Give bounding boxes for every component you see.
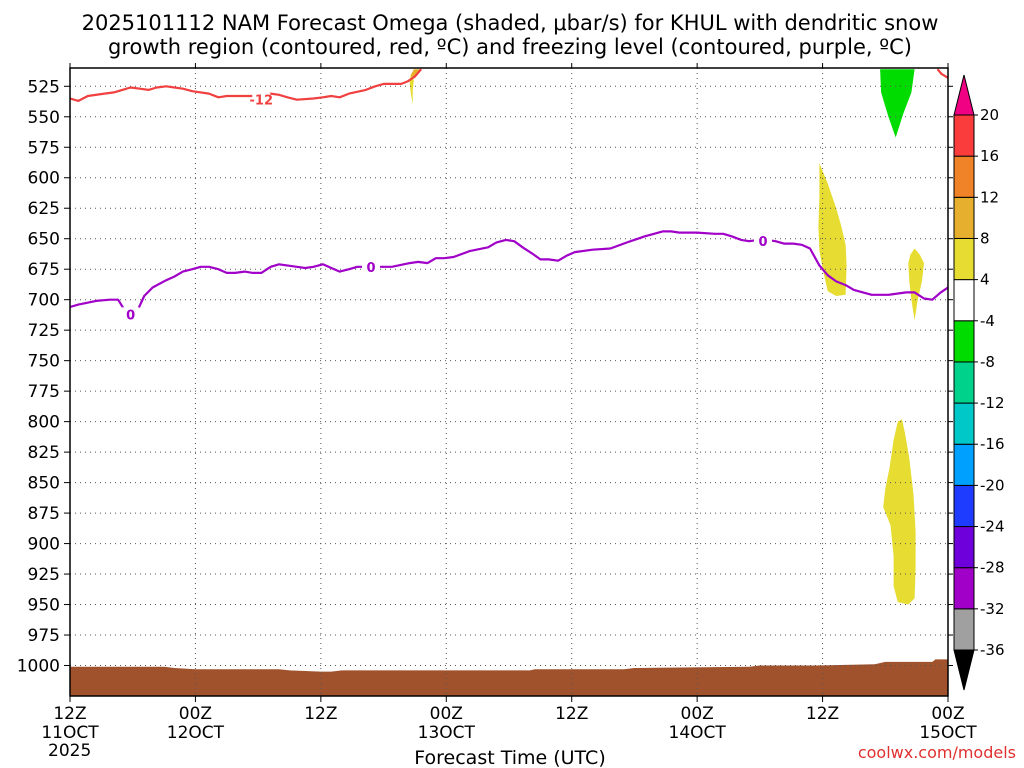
x-tick-label-year: 2025 — [48, 741, 91, 761]
colorbar-label: -36 — [980, 641, 1005, 659]
colorbar-box — [953, 196, 975, 239]
contour-label: 0 — [367, 261, 376, 276]
contour-label-bg — [362, 259, 381, 274]
colorbar-box — [953, 279, 975, 322]
colorbar-box — [953, 526, 975, 569]
colorbar-box — [953, 320, 975, 363]
colorbar-label: 16 — [980, 147, 999, 165]
credit-text[interactable]: coolwx.com/models — [858, 743, 1016, 762]
colorbar-label: 4 — [980, 271, 990, 289]
colorbar-label: 12 — [980, 188, 999, 206]
omega-shaded-region-2 — [908, 248, 924, 321]
colorbar-label: -12 — [980, 394, 1005, 412]
x-tick-label-time: 00Z — [430, 704, 463, 724]
colorbar-box — [953, 114, 975, 157]
x-axis-label: Forecast Time (UTC) — [414, 747, 605, 768]
colorbar-label: -24 — [980, 518, 1005, 536]
contour-label-bg — [252, 92, 271, 107]
colorbar-label: -20 — [980, 476, 1005, 494]
colorbar-label: -8 — [980, 353, 995, 371]
omega-shaded-region-6 — [880, 69, 915, 138]
x-tick-label-date: 14OCT — [669, 723, 727, 743]
contour-label: -12 — [250, 94, 274, 109]
contour-label-bg — [753, 234, 772, 249]
x-tick-label-time: 12Z — [806, 704, 839, 724]
y-tick-label: 675 — [28, 260, 60, 280]
colorbar-label: -4 — [980, 312, 995, 330]
contour-label: 0 — [126, 308, 135, 323]
y-tick-label: 875 — [28, 504, 60, 524]
y-tick-label: 825 — [28, 443, 60, 463]
colorbar-over-arrow — [953, 74, 975, 116]
x-tick-label-time: 12Z — [304, 704, 337, 724]
y-tick-label: 850 — [28, 474, 60, 494]
colorbar-label: -32 — [980, 600, 1005, 618]
omega-shaded-region-1 — [818, 163, 847, 296]
y-tick-label: 625 — [28, 199, 60, 219]
colorbar-box — [953, 484, 975, 528]
contour-line-3 — [70, 230, 948, 316]
colorbar-box — [953, 443, 975, 486]
colorbar-box — [953, 402, 975, 445]
colorbar-box — [953, 608, 975, 651]
omega-shaded-region-5 — [409, 75, 414, 105]
y-tick-label: 800 — [28, 413, 60, 433]
x-tick-label-time: 12Z — [555, 704, 588, 724]
y-tick-label: 700 — [28, 291, 60, 311]
y-tick-label: 725 — [28, 321, 60, 341]
plot-frame — [69, 67, 949, 697]
contour-label: 0 — [758, 235, 767, 250]
x-tick-label-time: 12Z — [53, 704, 86, 724]
x-tick-label-date: 11OCT — [41, 723, 99, 743]
colorbar-label: 8 — [980, 229, 990, 247]
contour-line-1 — [70, 68, 423, 102]
x-tick-label-date: 12OCT — [167, 723, 225, 743]
colorbar-box — [953, 237, 975, 281]
y-tick-label: 1000 — [17, 657, 60, 677]
colorbar-under-arrow — [953, 649, 975, 691]
y-tick-label: 550 — [28, 108, 60, 128]
colorbar-label: -16 — [980, 435, 1005, 453]
y-tick-label: 950 — [28, 596, 60, 616]
omega-shaded-region-3 — [883, 419, 916, 605]
x-tick-label-time: 00Z — [681, 704, 714, 724]
y-tick-label: 525 — [28, 77, 60, 97]
plot-border — [69, 67, 949, 697]
y-tick-label: 600 — [28, 169, 60, 189]
y-tick-label: 925 — [28, 565, 60, 585]
y-tick-label: 575 — [28, 138, 60, 158]
contour-label-bg — [121, 307, 140, 322]
y-tick-label: 650 — [28, 230, 60, 250]
colorbar-box — [953, 155, 975, 198]
y-tick-label: 975 — [28, 626, 60, 646]
chart-title-line1: 2025101112 NAM Forecast Omega (shaded, μ… — [82, 11, 939, 35]
plot-grid — [70, 68, 948, 696]
y-axis: 525 550 575 600 625 650 675 700 725 750 775 800 825 8… — [17, 77, 953, 677]
y-tick-label: 775 — [28, 382, 60, 402]
plot-fills — [70, 69, 948, 696]
plot-contours: -12 0 0 0 — [70, 68, 948, 323]
colorbar-box — [953, 361, 975, 404]
y-tick-label: 750 — [28, 352, 60, 372]
contour-line-2 — [936, 68, 948, 79]
y-tick-label: 900 — [28, 535, 60, 555]
colorbar-box — [953, 567, 975, 610]
colorbar-label: 20 — [980, 106, 999, 124]
x-tick-label-date: 15OCT — [919, 723, 977, 743]
colorbar-label: -28 — [980, 559, 1005, 577]
x-tick-label-time: 00Z — [179, 704, 212, 724]
colorbar: -36 -32 -28 -24 -20 -16 -12 -8 -4 4 8 12 16 20 — [953, 74, 1005, 691]
chart-title-line2: growth region (contoured, red, ºC) and f… — [108, 35, 912, 59]
x-tick-label-time: 00Z — [931, 704, 964, 724]
x-tick-label-date: 13OCT — [418, 723, 476, 743]
surface-terrain-fill — [70, 659, 948, 696]
